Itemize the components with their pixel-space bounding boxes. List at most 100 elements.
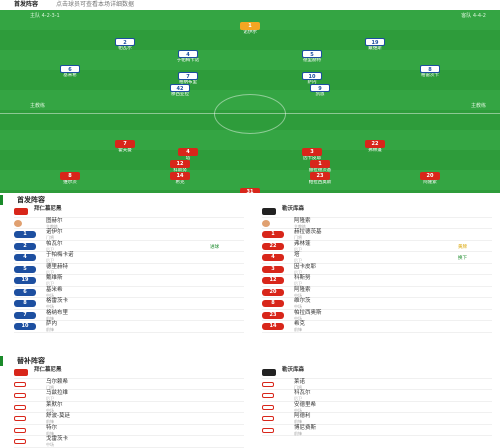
shirt-number: 12 — [170, 160, 190, 168]
away-bench-team-name: 勒沃库森 — [282, 367, 305, 373]
pitch-player[interactable]: 8 维尔茨 — [46, 172, 94, 186]
player-position: 后卫 — [294, 396, 302, 401]
starter-row[interactable]: 7 格纳布里 前锋 — [14, 310, 244, 321]
pitch-player[interactable]: 42 穆西亚拉 — [156, 84, 204, 98]
starter-row[interactable]: 8 维尔茨 中场 — [262, 298, 492, 310]
bench-row[interactable]: 安德里希 中场 — [262, 402, 492, 413]
starter-row[interactable]: 1 赫拉德茨基 门将 — [262, 229, 492, 241]
shirt-number: 8 — [60, 172, 80, 180]
starter-row[interactable]: 19 戴维斯 后卫 — [14, 275, 244, 287]
shirt-number-badge: 4 — [262, 254, 284, 261]
shirt-number-badge: 7 — [14, 311, 36, 319]
starter-row[interactable]: 23 帕拉西奥斯 中场 — [262, 309, 492, 321]
player-name: 马兹拉维 — [46, 390, 69, 396]
pitch-player[interactable]: 9 凯恩 — [296, 84, 344, 98]
starter-row[interactable]: 14 希克 前锋 — [262, 321, 492, 333]
shirt-number: 10 — [302, 72, 322, 80]
player-name: 戴维斯 — [368, 46, 382, 51]
shirt-number: 20 — [420, 172, 440, 180]
player-name: 博尼费斯 — [294, 424, 317, 431]
player-position: 后卫 — [294, 269, 302, 275]
away-coach-name[interactable]: 阿隆索 — [294, 217, 311, 224]
pitch-player[interactable]: 23 帕拉西奥斯 — [296, 172, 344, 186]
bench-row[interactable]: 乌尔赖希 门将 — [14, 379, 244, 390]
pitch-player[interactable]: 7 格纳布里 — [164, 72, 212, 86]
player-name: 科瓦尔 — [294, 390, 311, 396]
starter-row[interactable]: 22 弗林蓬 后卫 黄牌 — [262, 241, 492, 252]
player-name: 霍夫曼 — [118, 148, 132, 153]
pitch-player[interactable]: 2 帕瓦尔 — [101, 38, 149, 52]
pitch-player[interactable]: 14 希克 — [156, 172, 204, 186]
bench-row[interactable]: 科瓦尔 后卫 — [262, 390, 492, 402]
player-name: 莱诺 — [294, 378, 306, 385]
shirt-number: 2 — [115, 38, 135, 46]
starter-row[interactable]: 4 于帕梅卡诺 后卫 — [14, 252, 244, 264]
home-coach-name[interactable]: 图赫尔 — [46, 217, 63, 224]
pitch-player[interactable]: 31卡斯特尔斯 — [226, 188, 274, 193]
starter-row[interactable]: 2 帕瓦尔 后卫 进球 — [14, 241, 244, 252]
player-name: 赫拉德茨基 — [294, 229, 322, 235]
player-name: 帕拉西奥斯 — [294, 309, 322, 316]
pitch: 主队 4-2-3-1 客队 4-4-2 主教练 主教练 1 诺伊尔 2 帕瓦尔 4 于帕梅… — [0, 10, 500, 193]
starter-row[interactable]: 4 塔后卫 换下 — [262, 252, 492, 264]
bench-row[interactable]: 阿德利 前锋 — [262, 413, 492, 425]
player-name: 凯恩 — [315, 92, 325, 97]
player-position: 中场 — [46, 304, 54, 309]
shirt-number: 4 — [178, 50, 198, 58]
pitch-player[interactable]: 1 诺伊尔 — [226, 22, 274, 36]
player-name: 格雷茨卡 — [421, 73, 439, 78]
bench-row[interactable]: 博尼费斯 前锋 — [262, 424, 492, 436]
starter-row[interactable]: 6 基米希 中场 — [14, 287, 244, 298]
starter-row[interactable]: 12 科斯努 后卫 — [262, 275, 492, 287]
shirt-number: 31 — [240, 188, 260, 193]
shirt-number-badge: 19 — [14, 277, 36, 284]
pitch-player[interactable]: 5 德里赫特 — [288, 50, 336, 64]
player-name: 德里赫特 — [303, 58, 321, 63]
starter-row[interactable]: 10 萨内 前锋 — [14, 321, 244, 333]
shirt-number: 23 — [310, 172, 330, 180]
pitch-player[interactable]: 6 基米希 — [46, 65, 94, 79]
starter-row[interactable]: 3 因卡皮耶 后卫 — [262, 263, 492, 275]
pitch-player[interactable]: 4 于帕梅卡诺 — [164, 50, 212, 64]
shirt-number-badge: 12 — [262, 277, 284, 284]
bench-row[interactable]: 马兹拉维 后卫 — [14, 390, 244, 402]
player-name: 因卡皮耶 — [294, 263, 317, 270]
pitch-player[interactable]: 22 弗林蓬 — [351, 140, 399, 154]
shirt-number-badge: 3 — [262, 265, 284, 273]
player-name: 科斯努 — [294, 275, 311, 281]
shirt-number: 5 — [302, 50, 322, 58]
pitch-player[interactable]: 20 阿隆索 — [406, 172, 454, 186]
shirt-number: 1 — [240, 22, 260, 30]
pitch-player[interactable]: 8 格雷茨卡 — [406, 65, 454, 79]
starter-row[interactable]: 8 格雷茨卡 中场 — [14, 298, 244, 310]
player-position: 中场 — [46, 442, 54, 447]
pitch-player[interactable]: 1 赫拉德茨基 — [296, 160, 344, 174]
player-name: 塔 — [185, 156, 191, 161]
starter-row[interactable]: 5 德里赫特 后卫 — [14, 264, 244, 275]
player-position: 后卫 — [294, 246, 302, 252]
pitch-player[interactable]: 19 戴维斯 — [351, 38, 399, 52]
home-coach-row: 图赫尔 主教练 — [14, 217, 244, 229]
shirt-number-badge: 10 — [14, 323, 36, 330]
pitch-player[interactable]: 10 萨内 — [288, 72, 336, 86]
bench-row[interactable]: 舒波-莫廷 前锋 — [14, 413, 244, 425]
pitch-player[interactable]: 12 科斯努 — [156, 160, 204, 174]
substitute-icon — [14, 393, 26, 398]
home-bench-list: 拜仁慕尼黑 乌尔赖希 门将 马兹拉维 后卫 莱默尔 中场 舒波-莫廷 前锋 特尔 前锋 戈雷茨卡 中场 — [14, 367, 244, 448]
bench-row[interactable]: 莱默尔 中场 — [14, 402, 244, 413]
shirt-number-badge: 1 — [262, 231, 284, 238]
bench-row[interactable]: 戈雷茨卡 中场 — [14, 436, 244, 448]
starter-row[interactable]: 20 阿隆索 中场 — [262, 287, 492, 298]
match-event-tag: 黄牌 — [458, 244, 467, 250]
match-event-tag: 进球 — [210, 244, 219, 250]
player-position: 后卫 — [294, 258, 302, 263]
player-position: 后卫 — [46, 396, 54, 401]
shirt-number: 4 — [178, 148, 198, 156]
pitch-player[interactable]: 3 因卡皮耶 — [288, 148, 336, 162]
player-name: 于帕梅卡诺 — [46, 252, 74, 258]
starter-row[interactable]: 1 诺伊尔 门将 — [14, 229, 244, 241]
bench-row[interactable]: 莱诺 门将 — [262, 378, 492, 390]
bench-row[interactable]: 特尔 前锋 — [14, 425, 244, 436]
pitch-player[interactable]: 7 霍夫曼 — [101, 140, 149, 154]
